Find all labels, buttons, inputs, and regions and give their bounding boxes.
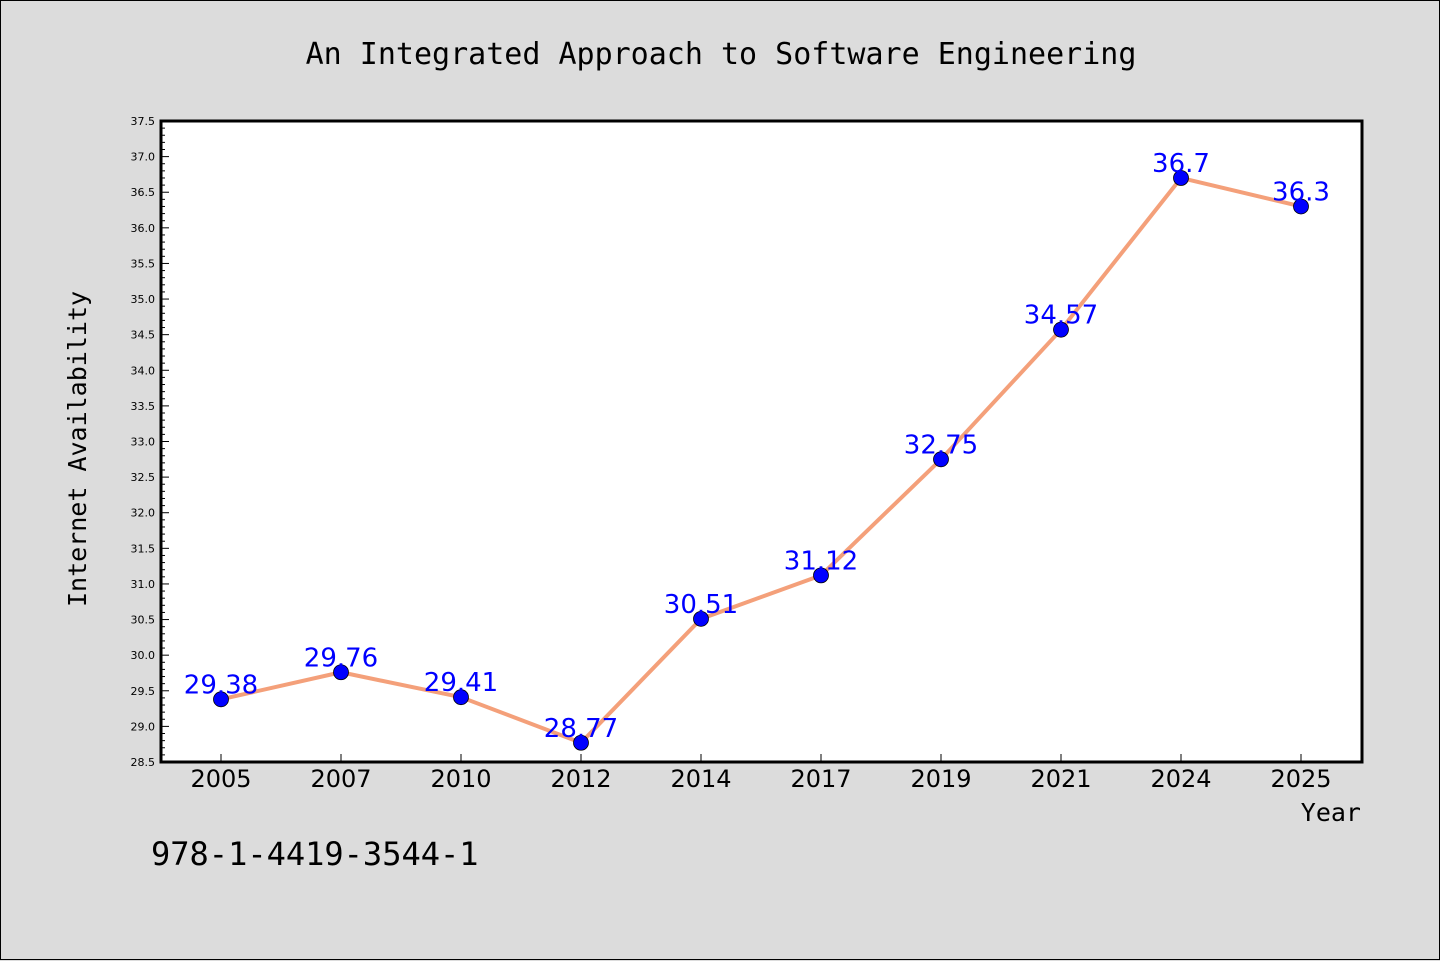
y-tick-label: 37.0	[131, 151, 156, 164]
data-point-marker	[693, 610, 709, 627]
y-tick-label: 37.5	[131, 115, 156, 128]
x-axis-title: Year	[1301, 798, 1361, 827]
y-tick-label: 36.0	[131, 222, 156, 235]
x-tick-label: 2014	[670, 765, 731, 793]
y-tick-label: 34.0	[131, 364, 156, 377]
data-point-label: 28.77	[544, 714, 618, 744]
data-point-label: 30.51	[664, 590, 738, 620]
series-line-layer	[219, 175, 1303, 745]
data-point-label: 36.7	[1152, 149, 1210, 179]
y-tick-label: 35.5	[131, 257, 156, 270]
y-tick-label: 33.0	[131, 436, 156, 449]
x-tick-label: 2010	[430, 765, 491, 793]
x-tick-label: 2025	[1270, 765, 1331, 793]
y-axis: 28.5 29.0 29.5 30.0 30.5 31.0 31.5 32.0 32.5 33.0…	[131, 115, 169, 769]
data-point-label: 29.38	[184, 670, 258, 700]
y-axis-title: Internet Availability	[63, 291, 92, 607]
data-point-marker	[1293, 198, 1309, 215]
y-tick-label: 30.0	[131, 649, 156, 662]
x-tick-label: 2007	[310, 765, 371, 793]
y-tick-label: 28.5	[131, 756, 156, 769]
data-point-label: 34.57	[1024, 301, 1098, 331]
data-point-label: 31.12	[784, 546, 858, 576]
data-point-marker	[933, 451, 949, 468]
data-point-marker	[1053, 321, 1069, 338]
y-tick-label: 29.5	[131, 685, 156, 698]
isbn-label: 978-1-4419-3544-1	[151, 835, 479, 873]
y-tick-label: 30.5	[131, 614, 156, 627]
data-point-marker	[1173, 170, 1189, 186]
data-point-label: 36.3	[1272, 177, 1330, 207]
chart-title: An Integrated Approach to Software Engin…	[306, 37, 1137, 72]
y-tick-label: 31.0	[131, 578, 156, 591]
y-tick-label: 32.0	[131, 507, 156, 520]
x-tick-label: 2021	[1030, 765, 1091, 793]
markers-layer	[213, 170, 1309, 751]
x-tick-label: 2017	[790, 765, 851, 793]
y-tick-label: 31.5	[131, 542, 156, 555]
data-point-marker	[333, 664, 349, 681]
x-tick-label: 2024	[1150, 765, 1211, 793]
x-axis: 2005 2007 2010 2012 2014 2017 2019 2021 2024 2025	[190, 754, 1332, 793]
y-tick-label: 33.5	[131, 400, 156, 413]
data-point-label: 32.75	[904, 430, 978, 460]
x-tick-label: 2019	[910, 765, 971, 793]
y-tick-label: 34.5	[131, 329, 156, 342]
x-tick-label: 2005	[190, 765, 251, 793]
data-point-marker	[453, 689, 469, 706]
data-point-marker	[813, 567, 829, 584]
y-tick-label: 32.5	[131, 471, 156, 484]
y-tick-label: 29.0	[131, 720, 156, 733]
data-point-label: 29.41	[424, 668, 498, 698]
data-labels-layer: 29.38 29.76 29.41 28.77 30.51 31.12 32.75 34.57…	[184, 149, 1330, 744]
x-tick-label: 2012	[550, 765, 611, 793]
y-tick-label: 36.5	[131, 186, 156, 199]
data-point-label: 29.76	[304, 643, 378, 673]
data-point-marker	[213, 691, 229, 708]
series-line	[219, 175, 1303, 745]
y-tick-label: 35.0	[131, 293, 156, 306]
plot-area	[159, 119, 1364, 764]
data-point-marker	[573, 734, 589, 751]
